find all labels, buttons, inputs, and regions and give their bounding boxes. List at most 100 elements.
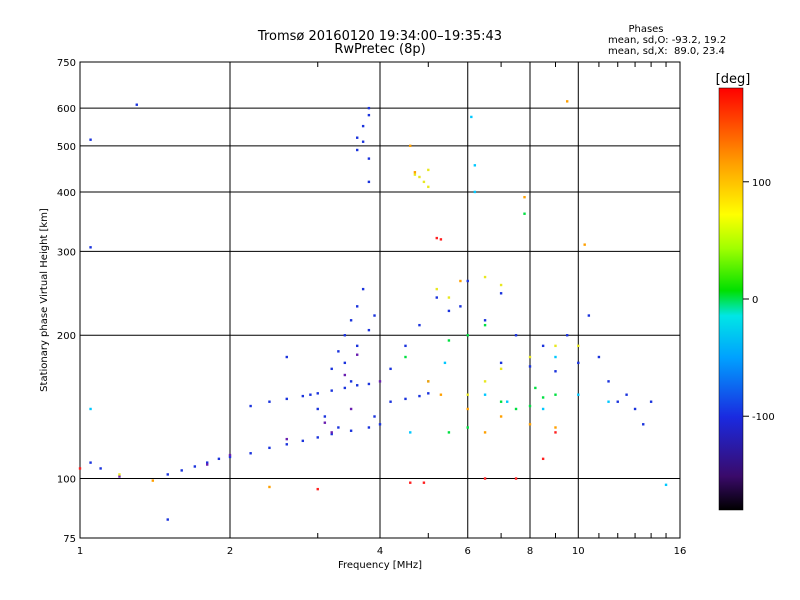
data-point <box>577 344 580 348</box>
data-point <box>404 355 407 359</box>
data-point <box>404 344 407 348</box>
data-point <box>577 361 580 365</box>
data-point <box>439 393 443 396</box>
data-point <box>466 426 469 429</box>
data-point <box>309 393 312 396</box>
data-point <box>330 389 333 392</box>
data-point <box>193 465 197 468</box>
data-point <box>466 334 469 337</box>
data-point <box>418 394 421 398</box>
data-point <box>89 138 92 141</box>
data-point <box>427 185 430 189</box>
data-point <box>528 404 532 408</box>
data-point <box>361 124 365 128</box>
data-point <box>367 113 371 117</box>
data-point <box>473 164 477 167</box>
colorbar <box>718 87 744 511</box>
data-point <box>427 392 430 395</box>
data-point <box>355 305 359 308</box>
y-tick-label: 300 <box>57 247 76 258</box>
colorbar-label: [deg] <box>716 72 751 87</box>
data-point <box>118 475 121 478</box>
data-point <box>389 367 392 371</box>
data-point <box>443 361 447 365</box>
y-tick-label: 200 <box>57 331 76 342</box>
data-point <box>330 367 333 371</box>
data-point <box>447 339 451 342</box>
colorbar-tick-label: -100 <box>752 412 775 423</box>
data-point <box>367 328 371 332</box>
data-point <box>409 481 412 484</box>
data-point <box>78 467 82 470</box>
data-point <box>577 393 580 396</box>
data-point <box>361 287 365 291</box>
data-point <box>349 407 353 411</box>
data-point <box>404 397 407 401</box>
data-point <box>89 246 92 249</box>
data-point <box>349 319 353 322</box>
data-point <box>323 415 327 418</box>
colorbar-tick-label: 0 <box>752 295 758 306</box>
chart-title: Tromsø 20160120 19:34:00–19:35:43 <box>257 29 502 44</box>
data-point <box>355 353 359 356</box>
data-point <box>135 103 138 106</box>
data-point <box>528 423 532 426</box>
x-tick-label: 10 <box>572 546 585 557</box>
data-point <box>337 426 340 429</box>
data-point <box>355 344 359 348</box>
data-point <box>565 100 569 103</box>
data-point <box>625 393 628 396</box>
data-point <box>268 446 271 450</box>
data-point <box>373 314 376 317</box>
data-point <box>541 407 545 411</box>
data-point <box>166 473 169 476</box>
data-point <box>514 407 518 411</box>
phase-box-line-x: mean, sd,X: 89.0, 23.4 <box>608 46 725 57</box>
data-point <box>541 344 545 348</box>
data-point <box>330 431 333 434</box>
data-point <box>435 236 438 240</box>
data-point <box>217 457 221 461</box>
data-point <box>285 437 288 441</box>
x-tick-label: 6 <box>465 546 471 557</box>
y-tick-label: 75 <box>63 534 76 545</box>
data-point <box>367 382 371 386</box>
phase-box-heading: Phases <box>628 24 663 35</box>
data-point <box>268 400 271 403</box>
data-point <box>554 426 557 429</box>
data-point <box>447 309 451 313</box>
data-point <box>89 461 92 464</box>
data-point <box>409 431 412 434</box>
data-point <box>316 407 319 411</box>
colorbar-ticks: -100 0 100 <box>743 178 775 423</box>
data-point <box>118 473 121 476</box>
y-tick-label: 100 <box>57 475 76 486</box>
data-point <box>459 305 462 308</box>
data-point <box>355 148 359 152</box>
data-point <box>166 518 169 521</box>
data-point <box>587 314 591 317</box>
data-point <box>301 394 305 398</box>
data-point <box>505 400 509 403</box>
colorbar-tick-label: 100 <box>752 178 771 189</box>
data-point <box>607 400 610 403</box>
data-point <box>514 334 518 337</box>
data-point <box>528 365 532 368</box>
data-point <box>483 431 487 434</box>
data-point <box>205 461 209 464</box>
data-point <box>323 421 327 424</box>
data-point <box>483 275 487 279</box>
data-point <box>330 432 333 436</box>
data-point <box>361 140 365 143</box>
data-point <box>285 355 288 359</box>
data-point <box>367 106 371 110</box>
data-point <box>427 380 430 383</box>
x-tick-label: 4 <box>377 546 383 557</box>
data-point <box>483 323 487 327</box>
data-point <box>554 344 557 348</box>
data-point <box>343 386 347 390</box>
data-point <box>554 431 557 434</box>
data-point <box>337 350 340 353</box>
data-point <box>435 296 438 299</box>
data-point <box>389 400 392 403</box>
